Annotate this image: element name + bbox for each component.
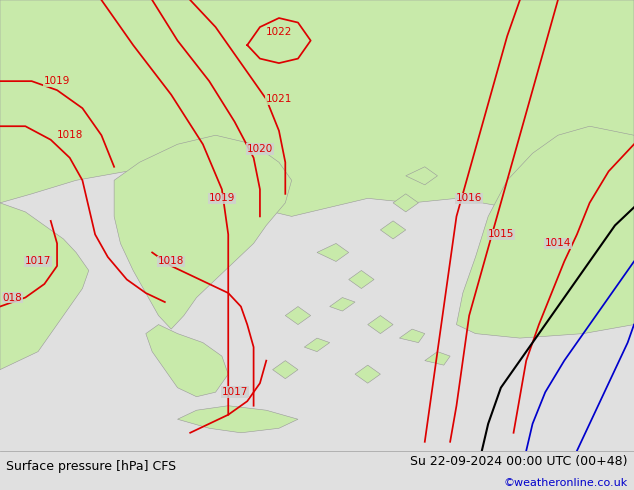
Text: 1020: 1020: [247, 144, 273, 154]
Text: 1016: 1016: [456, 194, 482, 203]
Polygon shape: [146, 324, 228, 397]
Polygon shape: [0, 203, 89, 369]
Text: 1019: 1019: [44, 76, 70, 86]
Text: 1019: 1019: [209, 194, 235, 203]
Polygon shape: [114, 135, 292, 329]
Polygon shape: [380, 221, 406, 239]
Polygon shape: [355, 365, 380, 383]
Text: 018: 018: [3, 293, 23, 302]
Polygon shape: [178, 406, 298, 433]
Polygon shape: [304, 338, 330, 352]
Text: 1014: 1014: [545, 239, 571, 248]
Text: 1018: 1018: [56, 130, 83, 140]
Polygon shape: [0, 0, 634, 217]
Text: ©weatheronline.co.uk: ©weatheronline.co.uk: [503, 478, 628, 488]
Polygon shape: [349, 270, 374, 289]
Text: 1022: 1022: [266, 26, 292, 37]
Polygon shape: [330, 297, 355, 311]
Text: Surface pressure [hPa] CFS: Surface pressure [hPa] CFS: [6, 460, 176, 473]
Polygon shape: [273, 361, 298, 379]
Text: 1018: 1018: [158, 256, 184, 267]
Polygon shape: [285, 307, 311, 324]
Polygon shape: [368, 316, 393, 334]
Text: 1017: 1017: [25, 256, 51, 267]
Text: 1017: 1017: [221, 387, 248, 397]
Text: 1015: 1015: [488, 229, 514, 240]
Polygon shape: [425, 352, 450, 365]
Polygon shape: [406, 167, 437, 185]
Text: 1021: 1021: [266, 94, 292, 104]
Text: Su 22-09-2024 00:00 UTC (00+48): Su 22-09-2024 00:00 UTC (00+48): [410, 455, 628, 468]
Polygon shape: [317, 244, 349, 262]
Polygon shape: [393, 194, 418, 212]
Polygon shape: [456, 126, 634, 338]
Polygon shape: [399, 329, 425, 343]
